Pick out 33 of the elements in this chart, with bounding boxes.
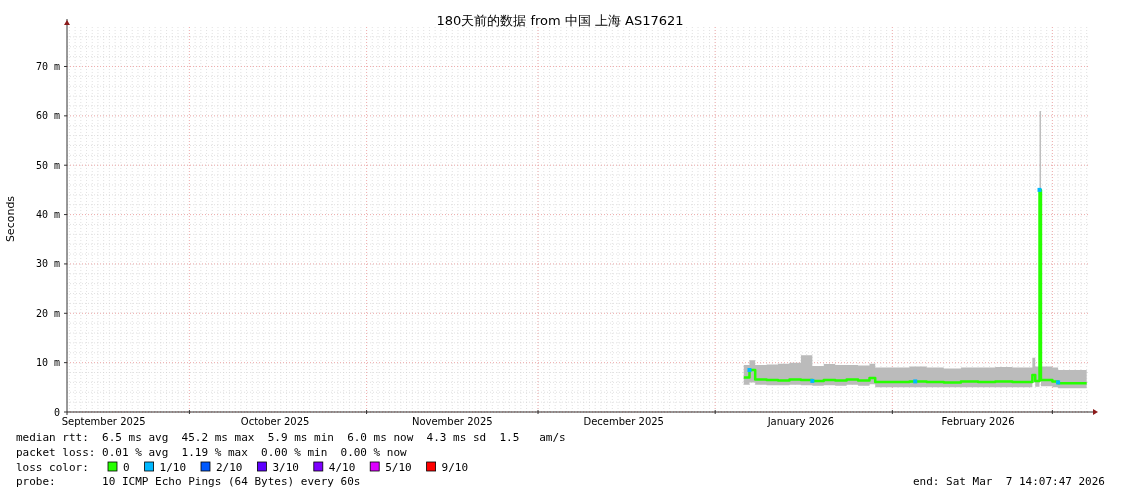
y-tick-label: 60 m	[35, 110, 60, 122]
legend-label: 1/10	[159, 461, 187, 474]
point	[810, 378, 815, 383]
y-tick-label: 70 m	[35, 60, 60, 72]
x-tick-label: September 2025	[61, 416, 146, 427]
point	[747, 368, 752, 373]
text: probe: 10 ICMP Echo Pings (64 Bytes) every 60s	[16, 475, 361, 488]
text: packet loss: 0.01 % avg 1.19 % max 0.00 % min 0.00 % now	[16, 446, 408, 459]
y-tick-label: 50 m	[35, 159, 60, 171]
text: median rtt: 6.5 ms avg 45.2 ms max 5.9 ms min 6.0 ms now 4.3 ms sd 1.5 am/s	[16, 431, 566, 444]
point	[1037, 187, 1042, 192]
legend-label: 9/10	[441, 461, 469, 474]
legend-label: 4/10	[328, 461, 356, 474]
y-tick-label: 20 m	[35, 307, 60, 319]
legend-label: 0	[123, 461, 130, 474]
x-tick-label: February 2026	[941, 416, 1015, 427]
legend-label: 5/10	[385, 461, 412, 474]
x-tick-label: November 2025	[411, 416, 493, 427]
y-tick-label: 10 m	[35, 357, 60, 369]
y-tick-label: 30 m	[35, 258, 60, 270]
y-tick-label: 40 m	[35, 209, 60, 221]
text: end: Sat Mar 7 14:07:47 2026	[912, 475, 1105, 488]
legend-label: 2/10	[216, 461, 243, 474]
legend-title: loss color:	[16, 461, 89, 474]
y-tick-label: 0	[53, 406, 60, 418]
x-tick-label: December 2025	[583, 416, 664, 427]
x-tick-label: October 2025	[240, 416, 310, 427]
point	[913, 379, 918, 384]
legend-label: 3/10	[272, 461, 299, 474]
y-axis-title: Seconds	[4, 195, 17, 243]
x-tick-label: January 2026	[766, 416, 835, 427]
point	[1056, 380, 1061, 385]
chart-title: 180天前的数据 from 中国 上海 AS17621	[436, 13, 684, 28]
